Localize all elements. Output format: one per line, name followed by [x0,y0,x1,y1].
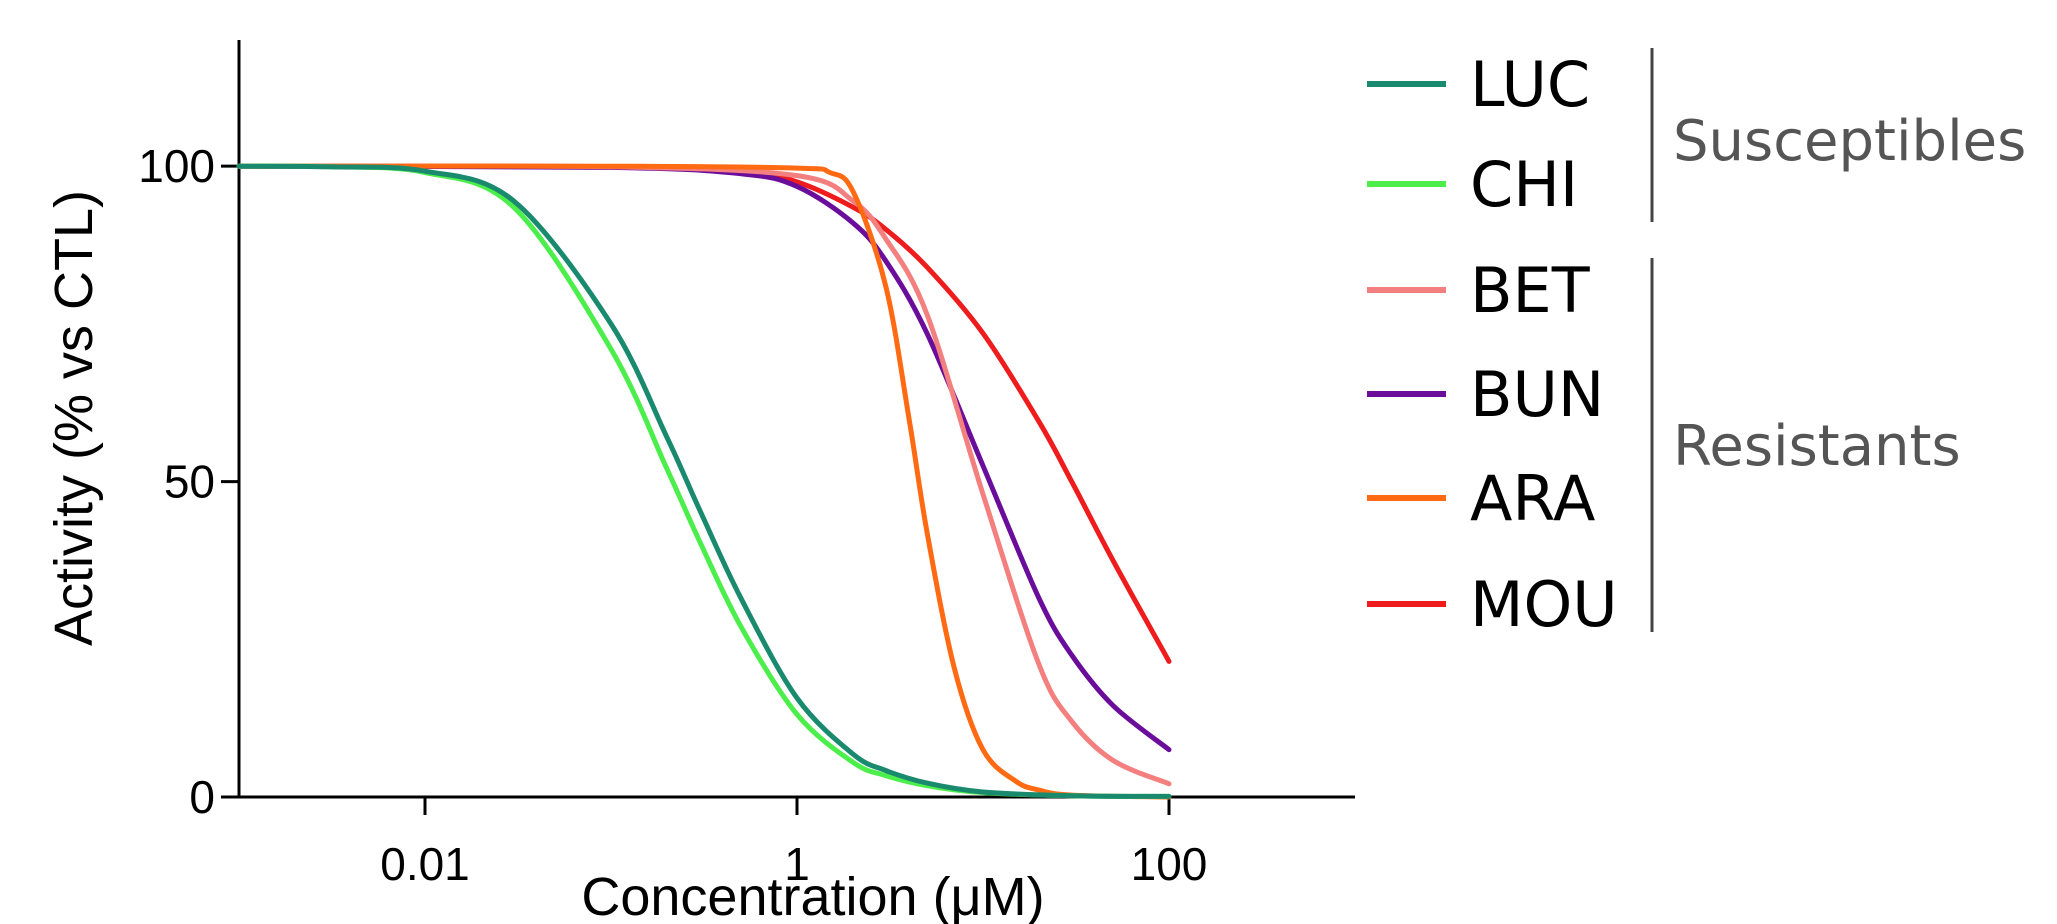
legend-group-susceptibles: Susceptibles [1673,109,2026,174]
legend-label-chi: CHI [1470,148,1578,221]
series-line-bet [236,163,1172,787]
y-tick-label: 0 [189,771,215,823]
legend-label-bun: BUN [1470,358,1604,431]
y-axis-title: Activity (% vs CTL) [44,190,104,646]
series-line-ara [236,163,1172,800]
x-tick-label: 0.01 [380,838,470,890]
series-line-chi [236,163,1172,799]
legend-label-ara: ARA [1470,462,1595,535]
y-tick-label: 50 [164,456,215,508]
series-line-bun [236,163,1172,753]
legend-group-resistants: Resistants [1673,414,1961,479]
series-line-mou [236,163,1172,664]
y-tick-label: 100 [138,140,215,192]
legend-label-luc: LUC [1470,48,1590,121]
x-tick-label: 1 [784,838,810,890]
legend-label-mou: MOU [1470,568,1618,641]
series-line-luc [236,163,1172,799]
legend-label-bet: BET [1470,254,1591,327]
x-tick-label: 100 [1131,838,1208,890]
x-axis-title: Concentration (μM) [581,867,1044,924]
